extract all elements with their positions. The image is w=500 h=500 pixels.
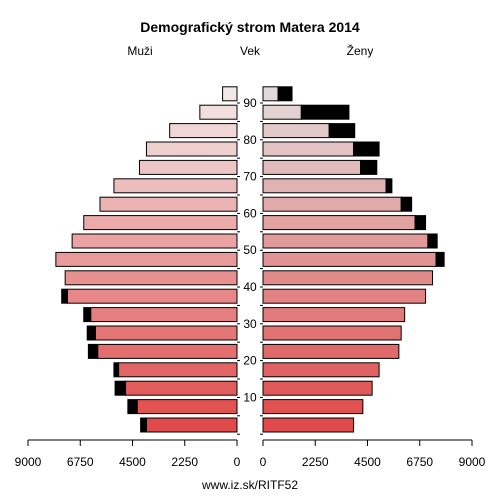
age-tick-label: 20: [243, 354, 257, 368]
age-tick-label: 30: [243, 317, 257, 331]
male-overflow-25-29: [86, 325, 96, 341]
left-x-tick-label: 4500: [119, 455, 146, 469]
age-tick-label: 70: [243, 170, 257, 184]
left-x-tick-label: 2250: [171, 455, 198, 469]
female-overflow-55-59: [414, 215, 427, 231]
left-series-label: Muži: [127, 44, 152, 58]
left-x-tick-label: 9000: [15, 455, 42, 469]
male-bar-90+: [222, 86, 238, 102]
age-tick-label: 50: [243, 243, 257, 257]
right-series-label: Ženy: [347, 43, 374, 58]
female-bar-15-19: [262, 362, 380, 378]
female-bar-40-44: [262, 270, 434, 286]
male-bar-30-34: [90, 307, 238, 323]
female-bar-30-34: [262, 307, 406, 323]
female-bar-20-24: [262, 343, 400, 359]
male-bars: [55, 86, 238, 433]
source-credit: www.iz.sk/RITF52: [201, 478, 298, 492]
male-bar-70-74: [138, 159, 238, 175]
age-axis: 10 20 30 40 50 60 70 80 90: [237, 96, 263, 435]
male-bar-20-24: [97, 343, 238, 359]
male-overflow-0-4: [140, 417, 147, 433]
right-x-tick-label: 9000: [459, 455, 486, 469]
male-bar-25-29: [94, 325, 238, 341]
male-bar-80-84: [169, 123, 238, 139]
male-bar-45-49: [55, 251, 238, 267]
female-bar-75-79: [262, 141, 355, 157]
female-bar-5-9: [262, 399, 364, 415]
female-overflow-50-54: [427, 233, 438, 249]
female-bar-70-74: [262, 159, 362, 175]
male-bar-60-64: [99, 196, 238, 212]
male-bar-75-79: [145, 141, 238, 157]
male-overflow-20-24: [87, 343, 99, 359]
male-bar-35-39: [66, 288, 238, 304]
age-tick-label: 80: [243, 133, 257, 147]
right-x-tick-label: 0: [260, 455, 267, 469]
male-bar-5-9: [136, 399, 238, 415]
left-x-tick-label: 6750: [67, 455, 94, 469]
male-bar-40-44: [64, 270, 238, 286]
female-bar-65-69: [262, 178, 387, 194]
female-overflow-45-49: [435, 251, 445, 267]
female-overflow-75-79: [353, 141, 380, 157]
age-tick-label: 40: [243, 280, 257, 294]
center-axis-label: Vek: [240, 44, 261, 58]
female-bar-85-89: [262, 104, 302, 120]
female-bar-45-49: [262, 251, 437, 267]
female-bar-55-59: [262, 215, 416, 231]
male-overflow-30-34: [83, 307, 92, 323]
female-overflow-90+: [277, 86, 293, 102]
female-overflow-60-64: [400, 196, 413, 212]
female-bar-90+: [262, 86, 279, 102]
female-bar-80-84: [262, 123, 330, 139]
right-x-tick-label: 6750: [406, 455, 433, 469]
female-bar-60-64: [262, 196, 402, 212]
left-x-tick-label: 0: [234, 455, 241, 469]
male-bar-50-54: [71, 233, 238, 249]
female-overflow-85-89: [300, 104, 350, 120]
female-bar-50-54: [262, 233, 429, 249]
age-tick-label: 60: [243, 206, 257, 220]
male-bar-85-89: [199, 104, 238, 120]
male-bar-10-14: [125, 380, 238, 396]
male-bar-15-19: [118, 362, 238, 378]
age-tick-label: 90: [243, 96, 257, 110]
right-x-tick-label: 2250: [302, 455, 329, 469]
female-overflow-65-69: [385, 178, 393, 194]
male-bar-65-69: [113, 178, 238, 194]
male-bar-0-4: [145, 417, 238, 433]
female-overflow-80-84: [328, 123, 356, 139]
male-overflow-5-9: [127, 399, 138, 415]
female-bar-25-29: [262, 325, 402, 341]
right-x-tick-label: 4500: [354, 455, 381, 469]
age-tick-label: 10: [243, 390, 257, 404]
male-bar-55-59: [83, 215, 238, 231]
female-bar-0-4: [262, 417, 355, 433]
male-overflow-15-19: [113, 362, 120, 378]
female-overflow-70-74: [360, 159, 378, 175]
female-bar-10-14: [262, 380, 373, 396]
male-overflow-10-14: [114, 380, 127, 396]
x-axis: 9000 6750 4500 2250 0 0 2250 4500 6750 9000: [15, 439, 486, 469]
female-bar-35-39: [262, 288, 427, 304]
chart-title: Demografický strom Matera 2014: [140, 19, 360, 35]
male-overflow-35-39: [61, 288, 68, 304]
female-bars: [262, 86, 445, 433]
